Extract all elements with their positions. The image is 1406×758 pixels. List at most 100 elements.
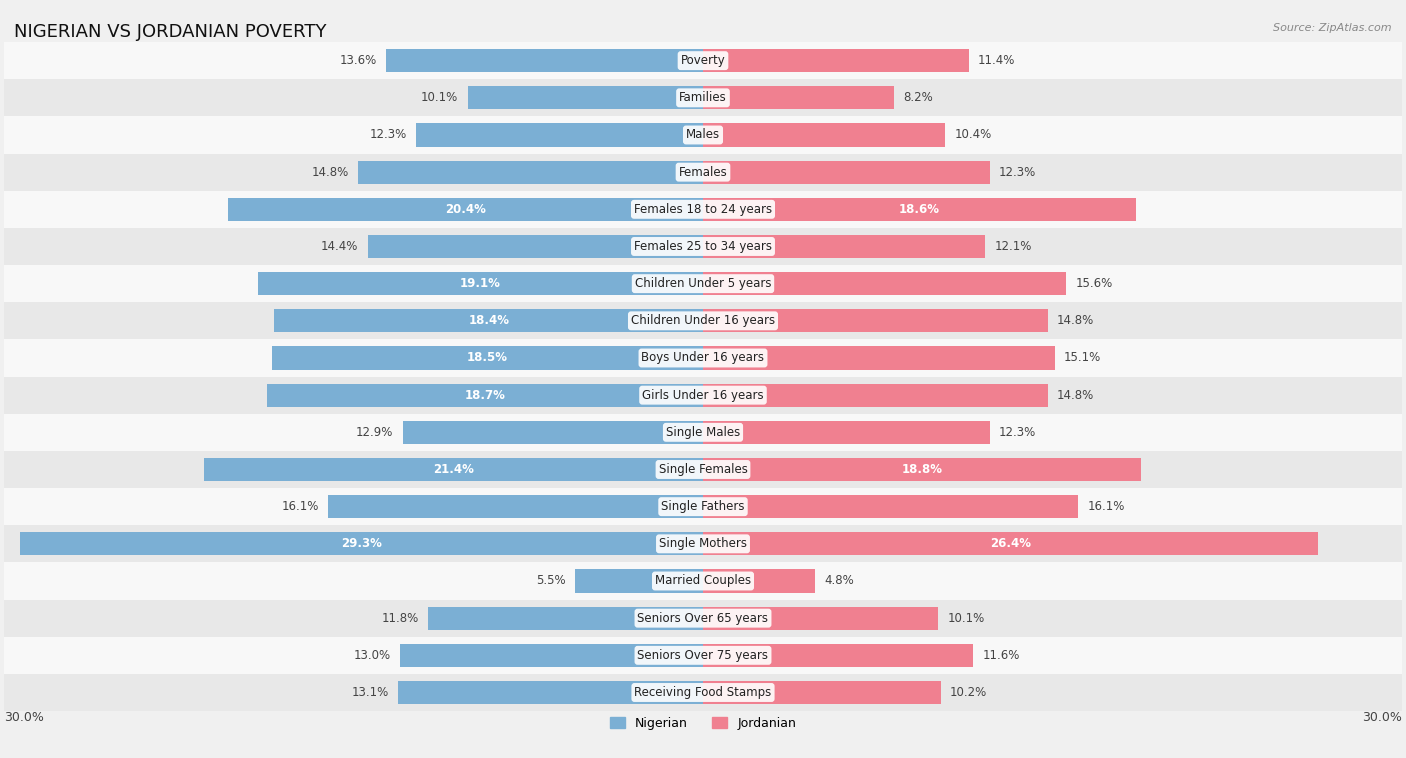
Text: 16.1%: 16.1% [281,500,319,513]
Text: 14.4%: 14.4% [321,240,359,253]
Bar [703,421,990,444]
Bar [204,458,703,481]
Text: Seniors Over 75 years: Seniors Over 75 years [637,649,769,662]
Bar [228,198,703,221]
Text: 12.9%: 12.9% [356,426,394,439]
Bar [703,532,1317,556]
Bar [4,525,1402,562]
Text: 16.1%: 16.1% [1087,500,1125,513]
Text: Females 18 to 24 years: Females 18 to 24 years [634,203,772,216]
Text: 29.3%: 29.3% [342,537,382,550]
Bar [703,309,1047,332]
Text: 11.8%: 11.8% [381,612,419,625]
Text: Source: ZipAtlas.com: Source: ZipAtlas.com [1274,23,1392,33]
Bar [4,562,1402,600]
Text: 14.8%: 14.8% [312,166,349,179]
Text: 12.1%: 12.1% [994,240,1032,253]
Bar [468,86,703,109]
Bar [267,384,703,407]
Bar [4,414,1402,451]
Bar [703,49,969,72]
Bar [427,606,703,630]
Text: 12.3%: 12.3% [998,426,1036,439]
Bar [4,377,1402,414]
Bar [4,191,1402,228]
Bar [4,302,1402,340]
Bar [4,488,1402,525]
Text: 18.5%: 18.5% [467,352,508,365]
Text: 26.4%: 26.4% [990,537,1031,550]
Bar [703,235,984,258]
Bar [4,117,1402,154]
Bar [4,600,1402,637]
Text: Receiving Food Stamps: Receiving Food Stamps [634,686,772,699]
Bar [4,637,1402,674]
Bar [4,154,1402,191]
Text: 10.2%: 10.2% [950,686,987,699]
Text: 18.4%: 18.4% [468,315,509,327]
Bar [259,272,703,295]
Text: 18.6%: 18.6% [900,203,941,216]
Text: 13.1%: 13.1% [352,686,388,699]
Text: Seniors Over 65 years: Seniors Over 65 years [637,612,769,625]
Text: 18.7%: 18.7% [465,389,506,402]
Text: Boys Under 16 years: Boys Under 16 years [641,352,765,365]
Text: Females 25 to 34 years: Females 25 to 34 years [634,240,772,253]
Text: 15.1%: 15.1% [1064,352,1101,365]
Bar [4,451,1402,488]
Text: 19.1%: 19.1% [460,277,501,290]
Bar [367,235,703,258]
Bar [4,80,1402,117]
Text: Families: Families [679,91,727,105]
Bar [274,309,703,332]
Text: Married Couples: Married Couples [655,575,751,587]
Text: Children Under 16 years: Children Under 16 years [631,315,775,327]
Bar [271,346,703,369]
Text: 30.0%: 30.0% [4,711,44,724]
Bar [387,49,703,72]
Bar [4,674,1402,711]
Text: 21.4%: 21.4% [433,463,474,476]
Bar [703,346,1054,369]
Bar [401,644,703,667]
Text: 14.8%: 14.8% [1057,315,1094,327]
Text: 15.6%: 15.6% [1076,277,1114,290]
Text: NIGERIAN VS JORDANIAN POVERTY: NIGERIAN VS JORDANIAN POVERTY [14,23,326,41]
Text: 20.4%: 20.4% [444,203,486,216]
Bar [703,161,990,183]
Bar [4,340,1402,377]
Bar [703,681,941,704]
Bar [4,265,1402,302]
Text: Poverty: Poverty [681,54,725,67]
Bar [398,681,703,704]
Bar [703,458,1140,481]
Text: Single Mothers: Single Mothers [659,537,747,550]
Text: 14.8%: 14.8% [1057,389,1094,402]
Text: Males: Males [686,129,720,142]
Text: 30.0%: 30.0% [1362,711,1402,724]
Text: 13.6%: 13.6% [340,54,377,67]
Text: 4.8%: 4.8% [824,575,853,587]
Bar [703,272,1066,295]
Text: Girls Under 16 years: Girls Under 16 years [643,389,763,402]
Bar [703,198,1136,221]
Bar [703,569,815,593]
Text: 13.0%: 13.0% [354,649,391,662]
Text: 10.4%: 10.4% [955,129,991,142]
Bar [703,86,894,109]
Text: 12.3%: 12.3% [998,166,1036,179]
Bar [4,42,1402,80]
Text: 10.1%: 10.1% [948,612,984,625]
Text: 18.8%: 18.8% [901,463,942,476]
Bar [703,384,1047,407]
Bar [328,495,703,518]
Bar [21,532,703,556]
Bar [703,124,945,146]
Bar [703,495,1078,518]
Bar [703,644,973,667]
Text: Females: Females [679,166,727,179]
Text: 5.5%: 5.5% [536,575,565,587]
Text: 10.1%: 10.1% [422,91,458,105]
Legend: Nigerian, Jordanian: Nigerian, Jordanian [605,712,801,735]
Text: 12.3%: 12.3% [370,129,408,142]
